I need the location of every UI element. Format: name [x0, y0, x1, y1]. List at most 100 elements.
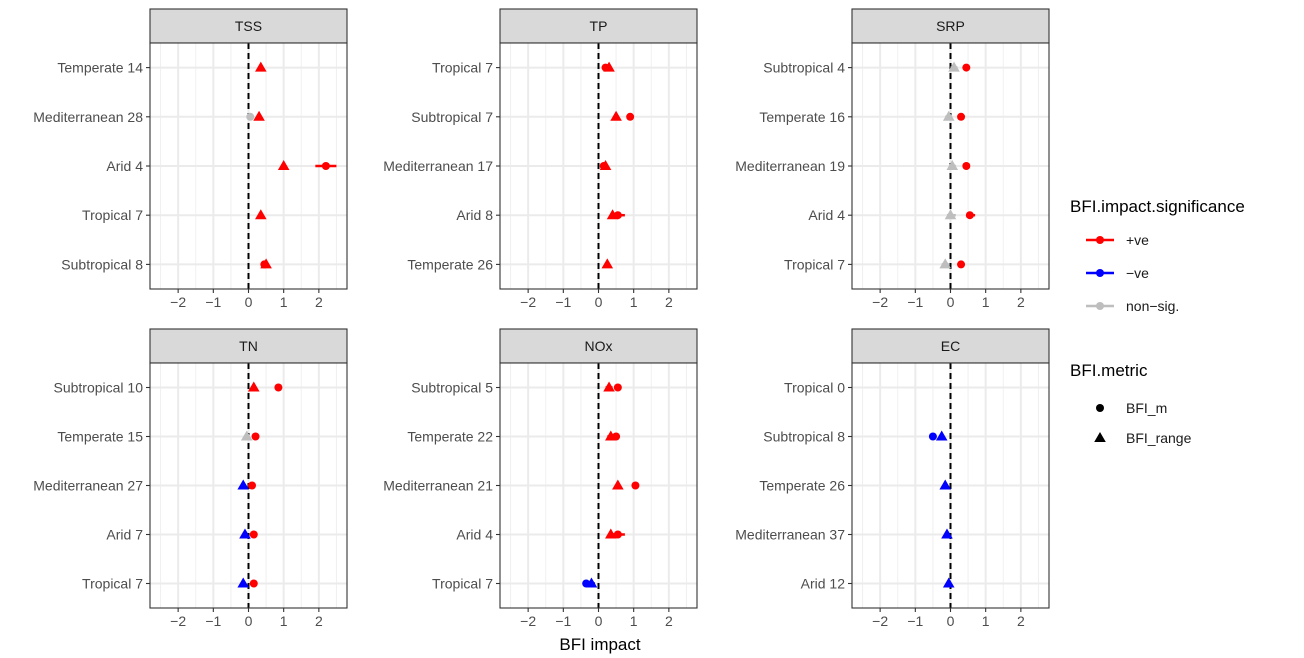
- point-bfi-range: [939, 258, 952, 269]
- point-bfi-range: [603, 61, 615, 72]
- category-label: Tropical 7: [784, 256, 845, 272]
- legend-triangle-icon: [1094, 432, 1106, 442]
- panel-nox: NOx Subtropical 5 Temperate 22 Mediterranea…: [383, 328, 698, 629]
- x-tick-label: 0: [947, 294, 955, 310]
- point-bfi-range: [247, 381, 260, 392]
- point-bfi-range: [944, 209, 957, 220]
- x-tick-label: 0: [947, 613, 955, 629]
- legend-significance-label: −ve: [1126, 265, 1149, 281]
- x-tick-label: −1: [555, 613, 571, 629]
- point-bfi-range: [599, 160, 612, 170]
- x-tick-label: 0: [245, 613, 253, 629]
- category-label: Subtropical 5: [411, 380, 493, 396]
- point-bfi-range: [601, 258, 614, 269]
- legend-key-dot: [1096, 236, 1104, 244]
- point-bfi-m: [957, 260, 966, 269]
- panel-strip: [851, 328, 1050, 364]
- x-tick-label: −1: [205, 294, 221, 310]
- point-bfi-range: [603, 381, 615, 392]
- category-label: Tropical 7: [82, 207, 143, 223]
- point-bfi-m: [251, 432, 260, 441]
- category-label: Arid 12: [801, 576, 846, 592]
- panel-strip: [499, 8, 698, 44]
- x-tick-label: −2: [520, 613, 536, 629]
- x-tick-label: −2: [872, 294, 888, 310]
- category-label: Arid 8: [456, 207, 493, 223]
- x-tick-label: 2: [665, 613, 673, 629]
- category-label: Tropical 0: [784, 380, 845, 396]
- point-bfi-m: [248, 481, 257, 490]
- panel-title: EC: [941, 338, 960, 354]
- point-bfi-m: [613, 530, 622, 539]
- point-bfi-range: [946, 160, 959, 170]
- category-label: Temperate 14: [57, 60, 143, 76]
- point-bfi-range: [255, 209, 267, 220]
- x-tick-label: −2: [170, 294, 186, 310]
- panel-strip: [149, 328, 348, 364]
- x-tick-label: −1: [907, 613, 923, 629]
- legend-metric-title: BFI.metric: [1070, 361, 1148, 380]
- point-bfi-m: [613, 211, 622, 220]
- x-tick-label: 1: [982, 613, 990, 629]
- category-label: Mediterranean 27: [33, 478, 143, 494]
- point-bfi-range: [255, 61, 267, 72]
- x-tick-label: −1: [907, 294, 923, 310]
- panels-group: TSS Temperate 14 Mediterranean 28 Arid 4 Tro…: [33, 8, 1050, 629]
- x-tick-label: 1: [982, 294, 990, 310]
- panel-strip: [149, 8, 348, 44]
- category-label: Subtropical 7: [411, 109, 493, 125]
- legend-significance-label: non−sig.: [1126, 298, 1179, 314]
- point-bfi-range: [605, 528, 617, 539]
- x-tick-label: 0: [245, 294, 253, 310]
- point-bfi-range: [941, 528, 953, 539]
- point-bfi-range: [240, 430, 253, 441]
- category-label: Subtropical 10: [53, 380, 143, 396]
- point-bfi-range: [948, 61, 960, 72]
- point-bfi-range: [610, 110, 622, 121]
- category-label: Mediterranean 19: [735, 158, 845, 174]
- category-label: Arid 4: [106, 158, 143, 174]
- point-bfi-range: [935, 430, 948, 441]
- panel-title: TP: [590, 18, 608, 34]
- panel-tp: TP Tropical 7 Subtropical 7 Mediterranean 1…: [383, 8, 698, 310]
- legend-key-dot: [1096, 269, 1104, 277]
- point-bfi-m: [249, 530, 258, 539]
- point-bfi-m: [631, 481, 640, 490]
- legend-circle-icon: [1096, 404, 1104, 412]
- category-label: Tropical 7: [432, 576, 493, 592]
- point-bfi-range: [239, 528, 251, 539]
- x-tick-label: 1: [280, 613, 288, 629]
- point-bfi-m: [612, 432, 621, 441]
- category-label: Mediterranean 17: [383, 158, 493, 174]
- point-bfi-range: [612, 479, 624, 490]
- legend-key-dot: [1096, 302, 1104, 310]
- point-bfi-range: [237, 479, 250, 490]
- category-label: Temperate 26: [759, 478, 845, 494]
- point-bfi-m: [249, 579, 258, 588]
- point-bfi-range: [939, 479, 952, 490]
- category-label: Arid 4: [456, 527, 493, 543]
- legend-metric-label: BFI_m: [1126, 400, 1167, 416]
- panel-title: TSS: [235, 18, 262, 34]
- x-tick-label: −2: [170, 613, 186, 629]
- legend-significance-label: +ve: [1126, 232, 1149, 248]
- panel-title: SRP: [936, 18, 965, 34]
- category-label: Mediterranean 21: [383, 478, 493, 494]
- panel-tn: TN Subtropical 10 Temperate 15 Mediterranea…: [33, 328, 348, 629]
- category-label: Subtropical 8: [763, 429, 845, 445]
- point-bfi-m: [962, 63, 971, 72]
- category-label: Temperate 22: [407, 429, 493, 445]
- x-tick-label: −1: [555, 294, 571, 310]
- point-bfi-m: [957, 112, 966, 121]
- legend-significance-title: BFI.impact.significance: [1070, 197, 1245, 216]
- x-tick-label: 1: [630, 294, 638, 310]
- category-label: Temperate 15: [57, 429, 143, 445]
- category-label: Mediterranean 37: [735, 527, 845, 543]
- category-label: Mediterranean 28: [33, 109, 143, 125]
- x-tick-label: 2: [665, 294, 673, 310]
- point-bfi-m: [246, 112, 255, 121]
- point-bfi-m: [321, 162, 330, 170]
- x-tick-label: 1: [630, 613, 638, 629]
- legend-metric-label: BFI_range: [1126, 430, 1192, 446]
